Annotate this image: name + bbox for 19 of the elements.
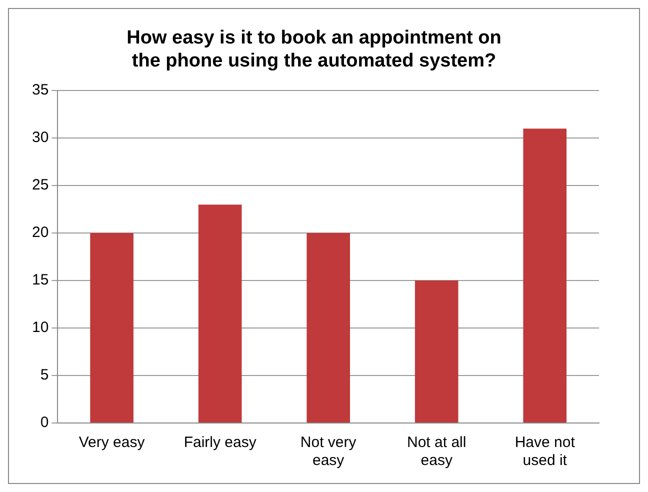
bar [414, 280, 458, 422]
y-tick-label: 35 [32, 82, 49, 99]
x-tick-label: Have not used it [514, 434, 576, 470]
chart-title: How easy is it to book an appointment on the phone using the automated system? [126, 28, 502, 72]
y-tick-label: 0 [40, 414, 49, 432]
x-tick-label: Very easy [78, 434, 146, 452]
bar [198, 204, 242, 422]
bar [523, 128, 567, 422]
y-tick-label: 25 [32, 176, 49, 194]
y-tick-label: 10 [32, 319, 49, 336]
x-tick-label: Fairly easy [184, 434, 257, 452]
bar [90, 233, 134, 422]
x-tick-label: Not very easy [300, 434, 357, 470]
y-tick-label: 5 [40, 366, 49, 384]
x-tick-label: Not at all easy [407, 434, 466, 470]
y-tick-label: 30 [32, 129, 49, 146]
y-tick-label: 20 [32, 224, 49, 242]
y-tick-label: 15 [32, 272, 49, 289]
bar [306, 233, 350, 422]
